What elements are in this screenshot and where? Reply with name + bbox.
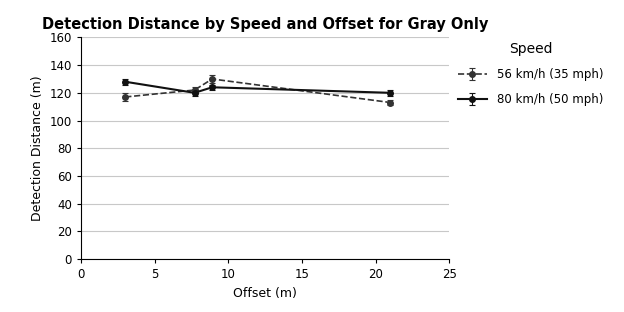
Title: Detection Distance by Speed and Offset for Gray Only: Detection Distance by Speed and Offset f…: [42, 17, 489, 32]
Y-axis label: Detection Distance (m): Detection Distance (m): [31, 76, 44, 221]
Legend: 56 km/h (35 mph), 80 km/h (50 mph): 56 km/h (35 mph), 80 km/h (50 mph): [453, 37, 608, 110]
X-axis label: Offset (m): Offset (m): [233, 286, 297, 300]
